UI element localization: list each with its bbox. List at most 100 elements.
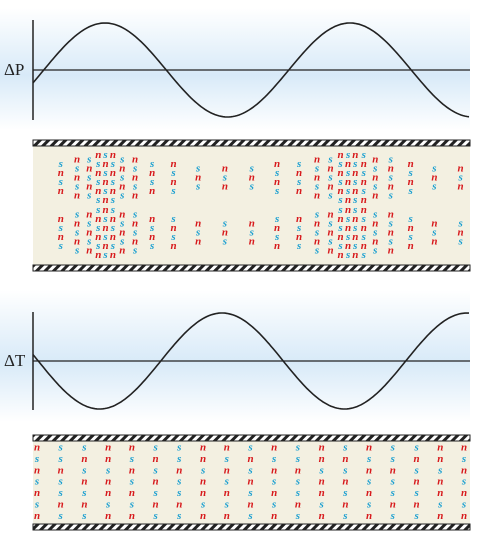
particle-letter: n	[388, 227, 394, 239]
particle-letter: n	[129, 464, 135, 476]
particle-letter: n	[352, 249, 358, 261]
particle-letter: n	[372, 190, 378, 202]
particle-letter: s	[408, 231, 413, 243]
particle-letter: s	[34, 453, 39, 465]
particle-letter: s	[58, 176, 63, 188]
particle-letter: s	[86, 218, 91, 230]
particle-letter: n	[102, 158, 108, 170]
particle-letter: n	[58, 185, 64, 197]
particle-letter: s	[431, 227, 436, 239]
particle-letter: s	[102, 149, 107, 161]
particle-letter: n	[319, 453, 325, 465]
particle-letter: n	[105, 510, 111, 522]
particle-letter: n	[342, 499, 348, 511]
particle-letter: s	[342, 510, 347, 522]
particle-letter: s	[457, 172, 462, 184]
particle-letter: n	[119, 227, 125, 239]
particle-letter: n	[372, 172, 378, 184]
particle-letter: n	[247, 499, 253, 511]
particle-letter: s	[319, 499, 324, 511]
particle-letter: n	[74, 218, 80, 230]
particle-letter: s	[295, 476, 300, 488]
particle-letter: n	[431, 218, 437, 230]
particle-letter: s	[81, 487, 86, 499]
particle-letter: n	[437, 453, 443, 465]
particle-letter: s	[327, 154, 332, 166]
particle-letter: n	[274, 158, 280, 170]
particle-letter: n	[345, 204, 351, 216]
particle-letter: n	[222, 227, 228, 239]
particle-letter: n	[105, 487, 111, 499]
particle-letter: n	[81, 476, 87, 488]
particle-letter: s	[86, 172, 91, 184]
particle-letter: n	[222, 163, 228, 175]
particle-letter: n	[408, 240, 414, 252]
particle-letter: s	[461, 476, 466, 488]
particle-letter: s	[95, 222, 100, 234]
particle-letter: n	[274, 240, 280, 252]
particle-letter: s	[86, 154, 91, 166]
particle-letter: n	[95, 213, 101, 225]
wave	[32, 22, 470, 118]
particle-letter: s	[390, 442, 395, 454]
particle-letter: s	[352, 240, 357, 252]
particle-letter: s	[345, 167, 350, 179]
particle-letter: n	[224, 442, 230, 454]
particle-letter: s	[413, 487, 418, 499]
particle-letter: n	[132, 218, 138, 230]
particle-letter: s	[176, 510, 181, 522]
particle-letter: s	[345, 213, 350, 225]
particle-letter: n	[271, 510, 277, 522]
particle-letter: s	[247, 510, 252, 522]
particle-letter: n	[345, 176, 351, 188]
particle-letter: n	[345, 158, 351, 170]
particle-letter: s	[95, 240, 100, 252]
particle-letter: s	[431, 181, 436, 193]
particle-letter: s	[102, 231, 107, 243]
particle-letter: s	[296, 222, 301, 234]
tube-1-letters: snsnnsnsnsnsnsnsnssnsnsnsnsnnsnsnssnsnsn…	[58, 149, 464, 261]
particle-letter: n	[408, 222, 414, 234]
particle-letter: n	[342, 476, 348, 488]
tube-wall	[32, 139, 471, 147]
particle-letter: n	[361, 194, 367, 206]
particle-letter: s	[170, 185, 175, 197]
particle-letter: s	[337, 176, 342, 188]
particle-letter: n	[74, 154, 80, 166]
particle-letter: n	[271, 464, 277, 476]
particle-letter: s	[457, 218, 462, 230]
particle-letter: n	[271, 487, 277, 499]
particle-letter: n	[327, 163, 333, 175]
particle-letter: n	[352, 213, 358, 225]
particle-letter: n	[81, 453, 87, 465]
particle-letter: n	[110, 149, 116, 161]
wave-background	[0, 8, 470, 130]
particle-letter: n	[224, 510, 230, 522]
particle-letter: s	[314, 209, 319, 221]
particle-letter: s	[58, 222, 63, 234]
particle-letter: s	[132, 163, 137, 175]
particle-letter: n	[153, 453, 159, 465]
particle-letter: n	[437, 476, 443, 488]
particle-letter: n	[195, 172, 201, 184]
particle-letter: s	[342, 487, 347, 499]
particle-letter: n	[74, 172, 80, 184]
particle-letter: s	[247, 442, 252, 454]
particle-letter: s	[170, 213, 175, 225]
particle-letter: n	[110, 167, 116, 179]
particle-letter: s	[129, 453, 134, 465]
particle-letter: n	[102, 194, 108, 206]
particle-letter: s	[345, 231, 350, 243]
particle-letter: n	[352, 149, 358, 161]
particle-letter: s	[195, 227, 200, 239]
particle-letter: n	[102, 222, 108, 234]
particle-letter: n	[352, 167, 358, 179]
particle-letter: s	[457, 236, 462, 248]
particle-letter: n	[296, 167, 302, 179]
particle-letter: s	[388, 154, 393, 166]
tube-wall	[32, 523, 471, 531]
particle-letter: n	[431, 172, 437, 184]
particle-letter: n	[461, 487, 467, 499]
particle-letter: s	[224, 453, 229, 465]
particle-letter: s	[95, 176, 100, 188]
